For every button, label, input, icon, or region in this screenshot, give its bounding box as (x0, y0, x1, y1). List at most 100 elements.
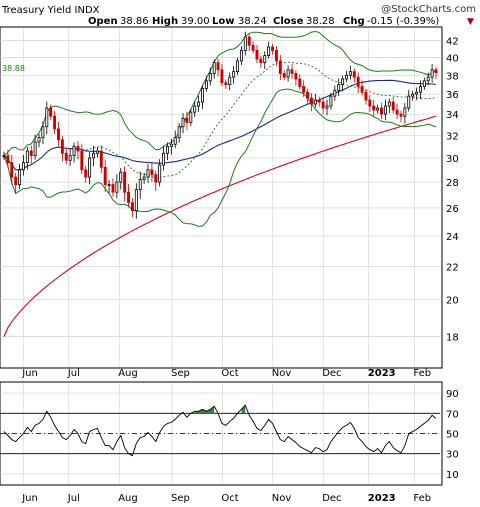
candle-body (111, 184, 115, 193)
candle-body (387, 101, 391, 107)
candle-body (84, 169, 88, 178)
y-tick-label: 24 (446, 232, 459, 243)
x-tick-label: Sep (171, 368, 190, 379)
candle-body (57, 128, 60, 141)
candle-body (60, 139, 64, 154)
candle-body (193, 105, 197, 113)
candle-body (263, 55, 267, 64)
rsi-x-tick-label: Feb (413, 493, 431, 504)
candle-body (29, 150, 33, 157)
y-tick-label: 42 (446, 36, 459, 47)
y-tick-label: 26 (446, 204, 459, 215)
candle-body (313, 99, 317, 105)
y-tick-label: 22 (446, 262, 459, 273)
rsi-x-tick-label: Dec (322, 493, 341, 504)
candle-body (72, 146, 76, 157)
candle-body (329, 95, 333, 107)
y-tick-label: 36 (446, 90, 459, 101)
candle-body (395, 109, 399, 115)
high-label: High (152, 16, 178, 27)
candle-body (208, 73, 212, 82)
candle-body (25, 150, 29, 164)
candle-body (123, 171, 127, 193)
candle-body (255, 50, 259, 60)
candle-body (282, 73, 286, 78)
candle-body (103, 166, 107, 185)
candle-body (286, 69, 290, 78)
candle-body (169, 143, 173, 147)
high-value: 39.00 (181, 16, 210, 27)
candle-body (130, 202, 134, 212)
x-tick-label: Nov (272, 368, 292, 379)
candle-body (290, 69, 294, 74)
candle-body (274, 50, 278, 62)
candle-body (201, 87, 204, 103)
candle-body (345, 74, 348, 80)
x-tick-label: Feb (413, 368, 431, 379)
candle-body (352, 71, 356, 78)
candle-body (95, 150, 99, 154)
candle-body (430, 69, 434, 78)
candle-body (181, 117, 185, 128)
chg-value: -0.15 (-0.39%) (367, 16, 439, 27)
candle-body (321, 101, 325, 109)
candle-body (309, 97, 313, 105)
overlay-lines (3, 30, 437, 337)
candle-body (18, 169, 22, 185)
price-panel-frame (0, 26, 443, 369)
candle-body (232, 71, 236, 78)
candle-body (302, 86, 306, 93)
bollinger-lower-line (3, 88, 437, 228)
rsi-line (3, 404, 437, 457)
close-label: Close (273, 16, 304, 27)
candle-body (68, 155, 72, 161)
candle-body (376, 107, 380, 111)
candle-body (403, 107, 407, 117)
x-tick-label: Jul (67, 368, 80, 379)
candle-body (197, 101, 201, 107)
candle-body (2, 155, 6, 158)
candle-body (142, 176, 146, 180)
candle-body (356, 76, 360, 87)
rsi-y-axis: 10 30 50 70 90 (446, 389, 459, 481)
candle-body (88, 157, 92, 178)
candle-body (333, 89, 337, 97)
upper-band-last-label: 38.88 (2, 64, 25, 73)
candle-body (80, 150, 84, 171)
candle-body (119, 171, 123, 183)
candle-body (434, 69, 438, 74)
candle-body (64, 152, 68, 161)
candle-body (173, 137, 177, 145)
candle-body (251, 44, 255, 51)
bollinger-middle-line (3, 61, 437, 179)
candle-body (177, 126, 181, 138)
rsi-x-tick-label: Nov (272, 493, 292, 504)
candle-body (239, 50, 243, 62)
rsi-x-tick-label: 2023 (368, 493, 396, 504)
candle-body (99, 150, 103, 168)
candle-body (380, 107, 383, 115)
rsi-x-tick-label: Oct (221, 493, 238, 504)
candle-body (76, 146, 80, 152)
candle-body (267, 46, 271, 56)
bollinger-upper-line (3, 30, 437, 156)
rsi-reference-lines (0, 412, 440, 455)
open-value: 38.86 (120, 16, 149, 27)
down-arrow-icon: ▼ (467, 17, 474, 27)
candle-body (45, 107, 49, 128)
candle-body (298, 78, 302, 87)
rsi-x-tick-label: Sep (171, 493, 190, 504)
rsi-y-tick-label: 70 (446, 409, 459, 420)
y-tick-label: 28 (446, 178, 459, 189)
rsi-y-tick-label: 50 (446, 430, 459, 441)
candle-body (259, 58, 263, 64)
candle-body (407, 95, 411, 109)
rsi-overbought-fill (194, 405, 246, 414)
price-y-axis: 18 20 22 24 26 28 30 32 34 36 38 40 42 (446, 36, 459, 343)
rsi-x-tick-label: Jun (21, 493, 38, 504)
candle-body (216, 62, 220, 71)
candle-body (422, 80, 426, 87)
chart-title: Treasury Yield INDX (1, 5, 100, 16)
y-tick-label: 38 (446, 71, 459, 82)
candle-body (383, 105, 387, 115)
